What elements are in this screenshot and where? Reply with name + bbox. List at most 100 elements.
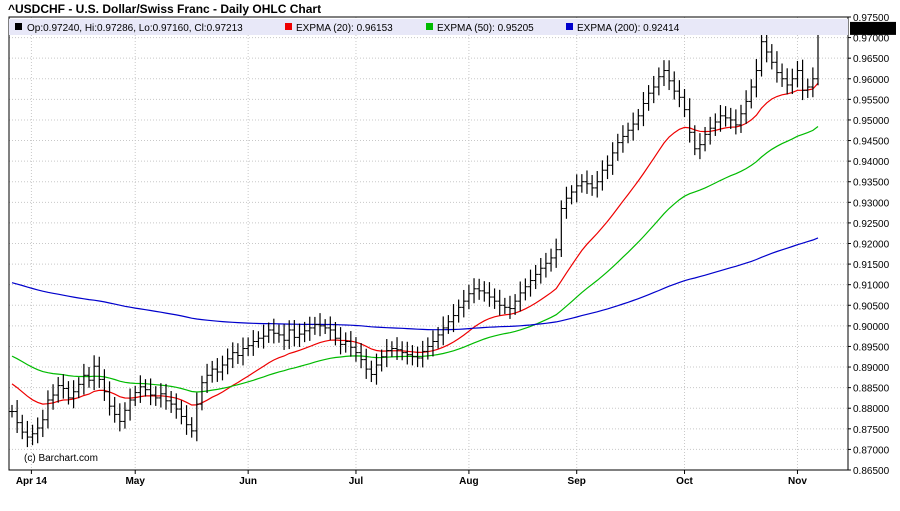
ohlc-bar xyxy=(440,316,446,346)
ema200-legend-swatch xyxy=(566,23,573,30)
ohlc-bar xyxy=(363,348,369,379)
ohlc-bar xyxy=(404,341,410,365)
ohlc-bar xyxy=(271,318,277,344)
y-tick-label: 0.89500 xyxy=(853,342,890,353)
ohlc-bar xyxy=(425,337,431,360)
ohlc-bar xyxy=(122,402,128,429)
ohlc-bar xyxy=(666,60,672,91)
x-tick-label: Jul xyxy=(349,476,364,487)
ohlc-bar xyxy=(594,171,600,198)
ohlc-bar xyxy=(276,324,282,343)
ohlc-bar xyxy=(620,125,626,153)
ema200-legend-text: EXPMA (200): 0.92414 xyxy=(577,23,680,34)
x-tick-label: Jun xyxy=(239,476,257,487)
ohlc-bar xyxy=(65,381,71,405)
ohlc-bar xyxy=(117,403,123,432)
y-tick-label: 0.90500 xyxy=(853,301,890,312)
ohlc-legend-swatch xyxy=(15,23,22,30)
ohlc-bar xyxy=(127,388,133,421)
ohlc-bar xyxy=(497,289,503,316)
ohlc-bar xyxy=(646,85,652,111)
ohlc-bar xyxy=(800,59,806,101)
y-tick-label: 0.87000 xyxy=(853,445,890,456)
ohlc-bar xyxy=(40,409,46,438)
ohlc-bar xyxy=(528,269,534,297)
ohlc-bar xyxy=(327,316,333,341)
ohlc-bar xyxy=(173,393,179,419)
ohlc-bar xyxy=(676,80,682,108)
ohlc-bar xyxy=(255,331,261,348)
y-tick-label: 0.88000 xyxy=(853,404,890,415)
y-tick-label: 0.97500 xyxy=(853,13,890,24)
ohlc-bar xyxy=(507,295,513,319)
ohlc-bar xyxy=(456,299,462,323)
y-tick-label: 0.97000 xyxy=(853,34,890,45)
ohlc-bar xyxy=(219,355,225,381)
ohlc-bar xyxy=(19,414,25,440)
ohlc-bar xyxy=(296,323,302,347)
ohlc-bar xyxy=(574,174,580,203)
y-tick-label: 0.89000 xyxy=(853,363,890,374)
ema200-line xyxy=(11,237,819,331)
ohlc-bar xyxy=(723,106,729,127)
ohlc-bar xyxy=(194,392,200,442)
x-tick-label: Nov xyxy=(788,476,807,487)
ohlc-bar xyxy=(199,375,205,411)
ohlc-bar xyxy=(543,252,549,278)
ohlc-bar xyxy=(358,343,364,369)
ohlc-bar xyxy=(517,281,523,312)
ohlc-bar xyxy=(789,68,795,95)
ohlc-bar xyxy=(435,327,441,349)
ohlc-bar xyxy=(794,60,800,88)
ohlc-bar xyxy=(481,281,487,302)
ohlc-bar xyxy=(332,321,338,346)
y-tick-label: 0.88500 xyxy=(853,384,890,395)
ohlc-bar xyxy=(137,375,143,403)
ohlc-bar xyxy=(707,116,713,145)
ohlc-bar xyxy=(261,324,267,349)
ema50-line xyxy=(11,126,819,393)
ohlc-bar xyxy=(461,289,467,318)
last-price-marker: 0.97213 xyxy=(850,21,896,35)
ohlc-bar xyxy=(764,30,770,63)
ohlc-bar xyxy=(533,264,539,290)
y-tick-label: 0.91000 xyxy=(853,281,890,292)
ohlc-bar xyxy=(774,51,780,83)
ohlc-bar xyxy=(630,112,636,141)
ohlc-bar xyxy=(50,384,56,410)
price-bars xyxy=(9,21,821,448)
ohlc-bar xyxy=(266,322,272,343)
y-tick-label: 0.95000 xyxy=(853,116,890,127)
ohlc-bar xyxy=(163,383,169,410)
ohlc-bar xyxy=(148,378,154,406)
x-tick-label: Oct xyxy=(676,476,693,487)
ohlc-bar xyxy=(158,383,164,408)
ohlc-bar xyxy=(661,60,667,87)
ohlc-bar xyxy=(579,174,585,193)
ohlc-bar xyxy=(492,288,498,309)
ohlc-bar xyxy=(784,68,790,95)
x-tick-label: Sep xyxy=(568,476,586,487)
ohlc-bar xyxy=(769,44,775,70)
ohlc-bar xyxy=(779,63,785,87)
x-tick-label: Apr 14 xyxy=(16,476,48,487)
ohlc-bar xyxy=(466,284,472,310)
ohlc-bar xyxy=(599,160,605,191)
ohlc-bar xyxy=(615,133,621,161)
y-tick-label: 0.90000 xyxy=(853,322,890,333)
ohlc-bar xyxy=(651,75,657,104)
ohlc-bar xyxy=(743,90,749,124)
ohlc-bar xyxy=(9,404,15,418)
ohlc-bar xyxy=(558,200,564,257)
ohlc-bar xyxy=(605,155,611,180)
ohlc-bar xyxy=(235,343,241,364)
ohlc-bar xyxy=(322,319,328,334)
ohlc-bar xyxy=(451,304,457,333)
ohlc-bar xyxy=(132,385,138,407)
ohlc-bar xyxy=(692,125,698,156)
ohlc-bar xyxy=(96,356,102,388)
ohlc-bar xyxy=(302,321,308,343)
ohlc-bar xyxy=(476,278,482,300)
ohlc-bar xyxy=(225,348,231,375)
